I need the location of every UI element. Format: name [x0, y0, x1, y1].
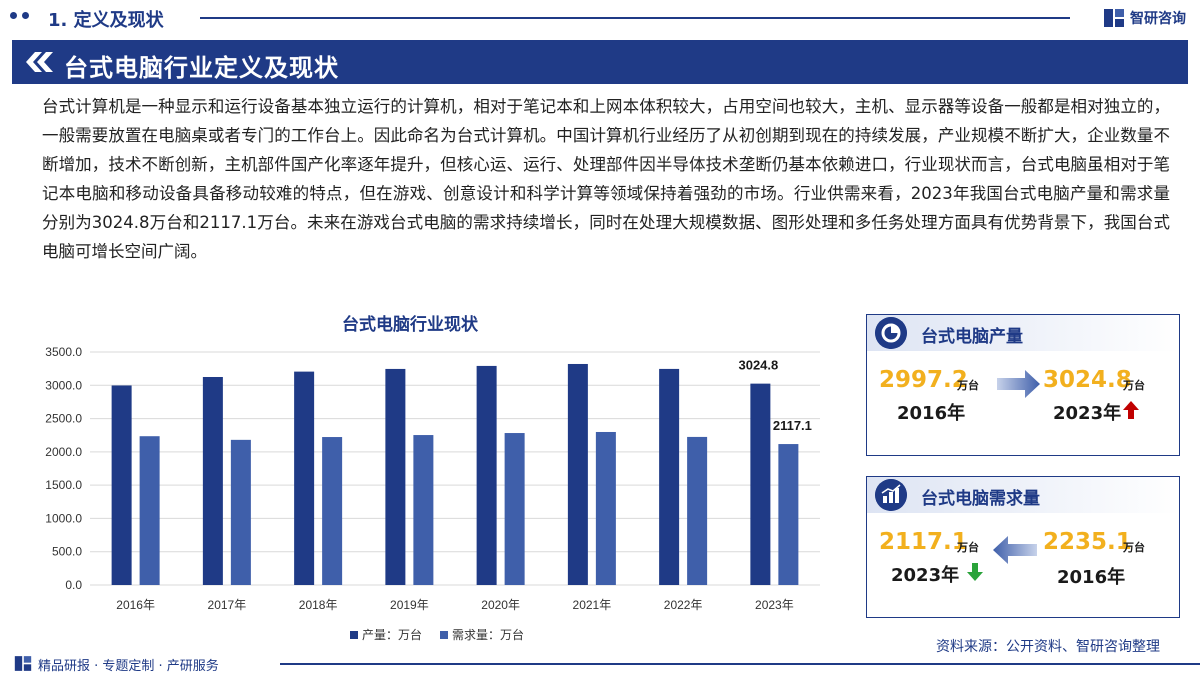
bar-production [659, 368, 680, 585]
bar-demand [778, 444, 799, 585]
legend-swatch [440, 631, 448, 639]
intro-paragraph: 台式计算机是一种显示和运行设备基本独立运行的计算机，相对于笔记本和上网本体积较大… [42, 97, 1170, 261]
section-dots [10, 12, 29, 19]
production-2023-value: 3024.8 [1043, 367, 1132, 393]
unit-label: 万台 [1123, 379, 1145, 392]
card-header: 台式电脑产量 [867, 315, 1179, 351]
bar-demand [595, 431, 616, 585]
footer-text: 精品研报 · 专题定制 · 产研服务 [38, 659, 219, 674]
brand-name: 智研咨询 [1130, 11, 1186, 27]
bar-production [111, 385, 132, 585]
bar-demand [413, 435, 434, 585]
y-tick-label: 500.0 [52, 545, 82, 559]
trend-up-icon [1123, 401, 1139, 419]
double-chevron-icon [26, 52, 53, 72]
bar-demand [230, 439, 251, 585]
demand-2023-year: 2023年 [891, 565, 960, 586]
card-header: 台式电脑需求量 [867, 477, 1179, 513]
bar-production [202, 376, 223, 585]
brand-logo-icon [14, 656, 32, 671]
bar-demand [504, 433, 525, 585]
data-label: 3024.8 [738, 358, 778, 373]
unit-label: 万台 [957, 541, 979, 554]
x-tick-label: 2021年 [573, 598, 612, 612]
bar-production [294, 371, 315, 585]
x-tick-label: 2017年 [208, 598, 247, 612]
demand-card: 台式电脑需求量 2117.1 万台 2023年 2235.1 万台 2016年 [866, 476, 1180, 618]
page-title: 台式电脑行业定义及现状 [64, 54, 339, 82]
unit-label: 万台 [1123, 541, 1145, 554]
demand-2016-year: 2016年 [1057, 567, 1126, 588]
y-tick-label: 2500.0 [45, 412, 82, 426]
bar-production [750, 383, 771, 585]
y-tick-label: 3500.0 [45, 345, 82, 359]
bar-production [567, 363, 588, 585]
x-tick-label: 2022年 [664, 598, 703, 612]
x-tick-label: 2023年 [755, 598, 794, 612]
bar-production [476, 365, 497, 585]
bar-demand [139, 436, 160, 585]
legend-label: 产量：万台 [362, 627, 422, 642]
production-2016-value: 2997.2 [879, 367, 968, 393]
production-2023-year: 2023年 [1053, 403, 1122, 424]
y-tick-label: 0.0 [65, 578, 82, 592]
bar-chart-icon [875, 479, 907, 511]
y-tick-label: 1500.0 [45, 478, 82, 492]
data-label: 2117.1 [773, 418, 812, 433]
bar-production [385, 368, 406, 585]
brand: 智研咨询 [1103, 8, 1186, 28]
chart-title: 台式电脑行业现状 [342, 315, 478, 335]
unit-label: 万台 [957, 379, 979, 392]
card-title: 台式电脑产量 [921, 327, 1023, 347]
section-title: 1. 定义及现状 [48, 10, 164, 31]
demand-2016-value: 2235.1 [1043, 529, 1132, 555]
footer: 精品研报 · 专题定制 · 产研服务 [0, 652, 1200, 676]
trend-down-icon [967, 563, 983, 581]
demand-2023-value: 2117.1 [879, 529, 968, 555]
y-tick-label: 1000.0 [45, 511, 82, 525]
card-title: 台式电脑需求量 [921, 489, 1040, 509]
dot [10, 12, 17, 19]
legend-swatch [350, 631, 358, 639]
bar-demand [687, 436, 708, 585]
source-note: 资料来源：公开资料、智研咨询整理 [936, 639, 1160, 655]
bar-chart: 0.0 500.0 1000.0 1500.0 2000.0 2500.0 3000.0 35… [45, 345, 820, 642]
x-tick-label: 2020年 [481, 598, 520, 612]
arrow-left-icon [993, 536, 1037, 564]
y-tick-label: 2000.0 [45, 445, 82, 459]
dot [22, 12, 29, 19]
x-tick-label: 2018年 [299, 598, 338, 612]
production-2016-year: 2016年 [897, 403, 966, 424]
legend-label: 需求量：万台 [452, 627, 524, 642]
divider [200, 17, 1070, 19]
production-card: 台式电脑产量 2997.2 万台 2016年 3024.8 万台 2023年 [866, 314, 1180, 456]
title-banner: 台式电脑行业定义及现状 [12, 40, 1188, 84]
x-tick-label: 2019年 [390, 598, 429, 612]
brand-logo-icon [1104, 9, 1124, 27]
top-bar: 1. 定义及现状 智研咨询 [0, 0, 1200, 36]
divider [280, 663, 1200, 665]
bar-demand [322, 437, 343, 585]
y-tick-label: 3000.0 [45, 378, 82, 392]
pie-chart-icon [875, 317, 907, 349]
arrow-right-icon [997, 370, 1040, 398]
x-tick-label: 2016年 [116, 598, 155, 612]
